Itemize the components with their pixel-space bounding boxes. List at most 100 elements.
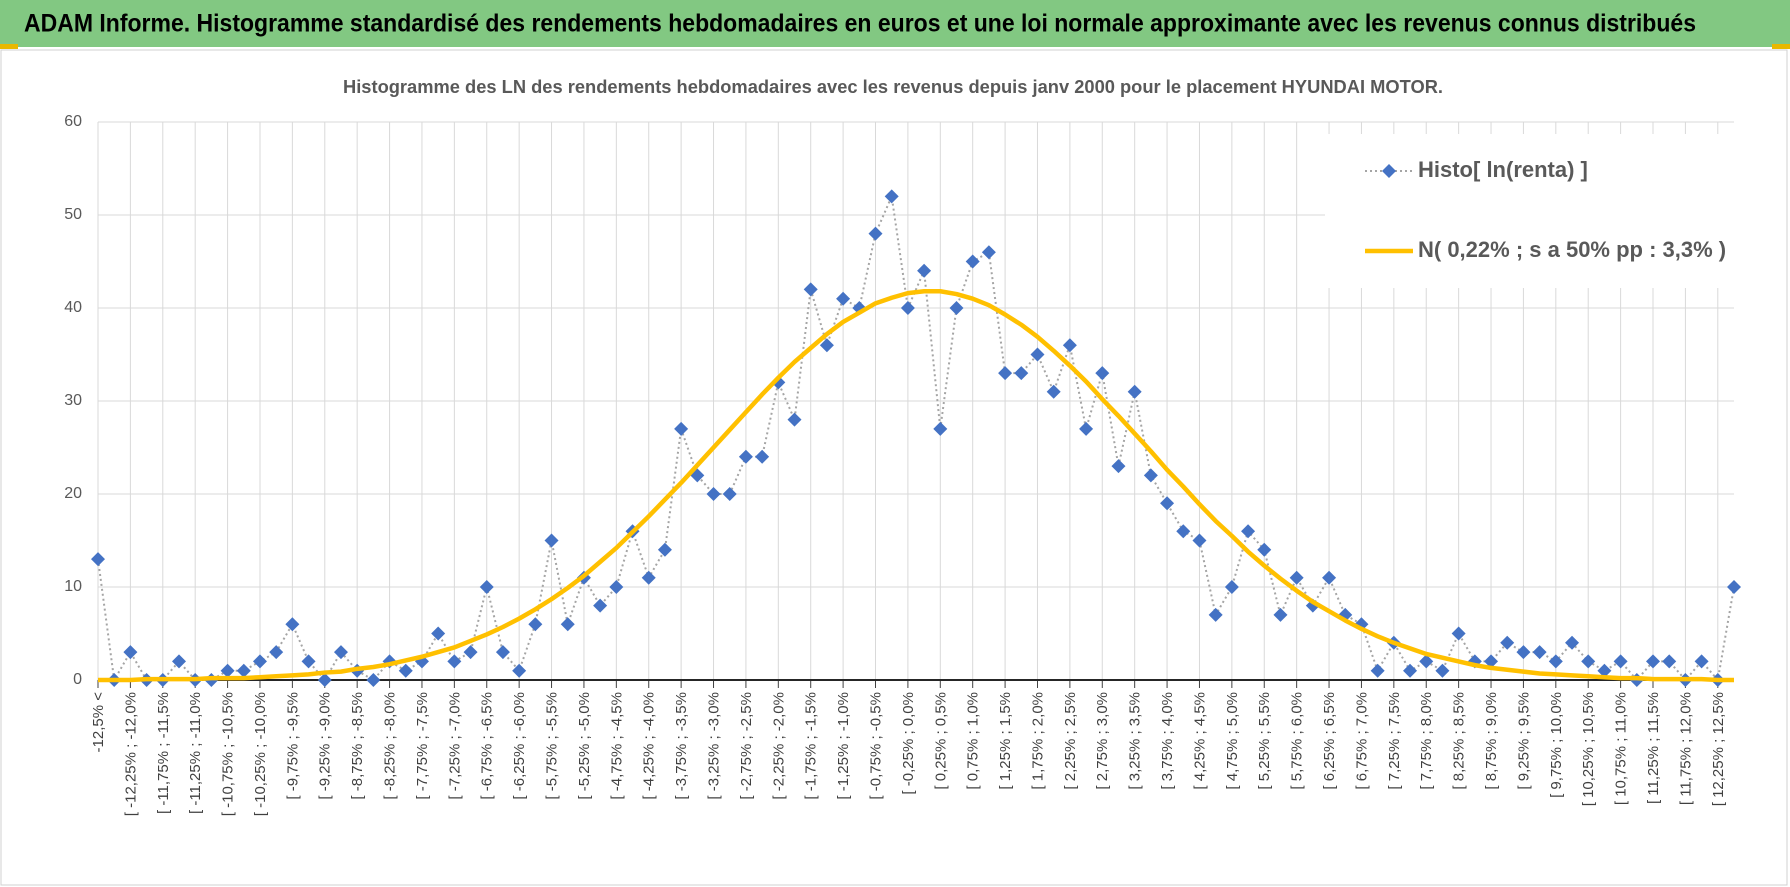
x-tick-label: [ 12,25% ; 12,5% <box>1710 692 1727 806</box>
data-point <box>1224 580 1239 594</box>
x-tick-label: [ -1,75% ; -1,5% <box>803 692 820 800</box>
data-point <box>1646 654 1661 669</box>
data-point <box>1322 570 1337 585</box>
x-tick-label: [ 1,25% ; 1,5% <box>997 692 1014 790</box>
page-title: ADAM Informe. Histogramme standardisé de… <box>24 10 1696 38</box>
data-point <box>641 570 656 585</box>
x-tick-label: [ -5,25% ; -5,0% <box>576 692 593 800</box>
x-tick-label: [ 8,75% ; 9,0% <box>1483 692 1500 790</box>
banner-accent <box>1772 44 1790 49</box>
x-tick-label: [ -9,75% ; -9,5% <box>284 692 301 800</box>
data-point <box>1548 654 1563 669</box>
data-point <box>1484 654 1499 669</box>
data-point <box>1613 654 1628 669</box>
data-point <box>1014 366 1029 381</box>
data-point <box>447 654 462 669</box>
legend-label: Histo[ ln(renta) ] <box>1418 157 1588 182</box>
x-tick-label: [ 7,25% ; 7,5% <box>1386 692 1403 790</box>
x-tick-label: [ 5,75% ; 6,0% <box>1289 692 1306 790</box>
x-tick-label: [ 2,75% ; 3,0% <box>1094 692 1111 790</box>
data-point <box>495 645 510 660</box>
data-point <box>981 245 996 260</box>
x-tick-label: [ 7,75% ; 8,0% <box>1418 692 1435 790</box>
data-point <box>674 421 689 436</box>
data-point <box>1241 524 1256 539</box>
x-tick-label: [ 3,25% ; 3,5% <box>1127 692 1144 790</box>
data-point <box>787 412 802 427</box>
data-point <box>836 291 851 306</box>
data-point <box>1370 663 1385 678</box>
y-tick-label: 40 <box>64 299 82 316</box>
x-tick-label: [ -1,25% ; -1,0% <box>835 692 852 800</box>
data-point <box>220 663 235 678</box>
data-point <box>1403 663 1418 678</box>
data-point <box>1581 654 1596 669</box>
data-point <box>868 226 883 241</box>
data-point <box>1451 626 1466 641</box>
data-point <box>301 654 316 669</box>
x-tick-label: [ -11,75% ; -11,5% <box>155 692 172 814</box>
data-point <box>819 338 834 353</box>
data-point <box>431 626 446 641</box>
data-point <box>333 645 348 660</box>
x-tick-label: [ 2,25% ; 2,5% <box>1062 692 1079 790</box>
data-point <box>1160 496 1175 511</box>
x-tick-label: [ -10,25% ; -10,0% <box>252 692 269 816</box>
x-tick-label: [ -8,75% ; -8,5% <box>349 692 366 800</box>
x-tick-label: [ 9,25% ; 9,5% <box>1515 692 1532 790</box>
x-tick-label: [ 3,75% ; 4,0% <box>1159 692 1176 790</box>
data-point <box>803 282 818 297</box>
data-point <box>1111 459 1126 474</box>
data-point <box>463 645 478 660</box>
x-tick-label: [ 6,75% ; 7,0% <box>1353 692 1370 790</box>
x-tick-label: [ -4,75% ; -4,5% <box>608 692 625 800</box>
y-tick-label: 10 <box>64 578 82 595</box>
data-point <box>593 598 608 613</box>
x-tick-label: [ -6,75% ; -6,5% <box>479 692 496 800</box>
data-point <box>949 301 964 315</box>
x-tick-label: [ -9,25% ; -9,0% <box>317 692 334 800</box>
data-point <box>1289 570 1304 585</box>
x-tick-label: [ -6,25% ; -6,0% <box>511 692 528 800</box>
data-point <box>1079 421 1094 436</box>
data-point <box>1030 347 1045 362</box>
series-line <box>98 289 1734 683</box>
y-tick-label: 60 <box>64 113 82 130</box>
x-tick-label: [ -2,75% ; -2,5% <box>738 692 755 800</box>
x-tick-label: [ -2,25% ; -2,0% <box>770 692 787 800</box>
banner-accent <box>0 44 18 49</box>
banner <box>0 0 1790 47</box>
x-tick-label: -12,5% < <box>90 692 107 753</box>
data-point <box>123 645 138 660</box>
x-tick-label: [ 6,25% ; 6,5% <box>1321 692 1338 790</box>
x-tick-label: [ 10,25% ; 10,5% <box>1580 692 1597 806</box>
chart-title: Histogramme des LN des rendements hebdom… <box>343 77 1443 97</box>
data-point <box>91 552 105 567</box>
data-point <box>398 663 413 678</box>
data-point <box>1176 524 1191 539</box>
x-tick-label: [ -12,25% ; -12,0% <box>122 692 139 816</box>
x-tick-label: [ 5,25% ; 5,5% <box>1256 692 1273 790</box>
x-tick-label: [ 0,25% ; 0,5% <box>932 692 949 790</box>
data-point <box>1062 338 1077 353</box>
data-point <box>1662 654 1677 669</box>
x-tick-label: [ 10,75% ; 11,0% <box>1613 692 1630 805</box>
x-tick-label: [ 11,75% ; 12,0% <box>1677 692 1694 805</box>
x-tick-label: [ -10,75% ; -10,5% <box>220 692 237 816</box>
data-point <box>528 617 543 632</box>
x-tick-label: [ -0,75% ; -0,5% <box>867 692 884 800</box>
y-tick-label: 0 <box>73 671 82 688</box>
data-point <box>933 421 948 436</box>
data-point <box>722 487 737 501</box>
data-point <box>1694 654 1709 669</box>
x-tick-label: [ -0,25% ; 0,0% <box>900 692 917 795</box>
data-point <box>269 645 284 660</box>
data-point <box>1435 663 1450 678</box>
data-point <box>884 189 899 204</box>
data-point <box>965 254 980 269</box>
x-tick-label: [ -3,75% ; -3,5% <box>673 692 690 800</box>
data-point <box>544 533 559 548</box>
data-point <box>1419 654 1434 669</box>
x-tick-label: [ 11,25% ; 11,5% <box>1645 692 1662 804</box>
